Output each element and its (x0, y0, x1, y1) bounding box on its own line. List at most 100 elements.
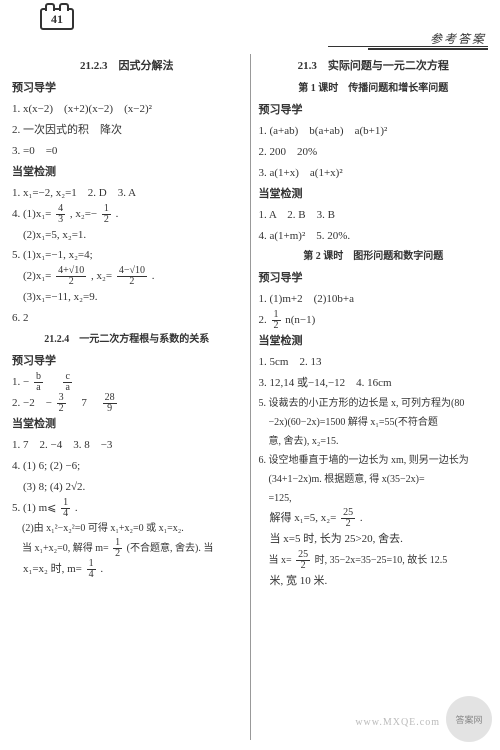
fraction: 12 (272, 310, 281, 331)
text-line: =125, (259, 489, 489, 508)
text: . (360, 512, 363, 524)
text-line: (34+1−2x)m. 根据题意, 得 x(35−2x)= (259, 470, 489, 489)
text-line: 1. (1)m+2 (2)10b+a (259, 289, 489, 310)
text-line: (3) 8; (4) 2√2. (12, 477, 242, 498)
text-line: 当 x= 252 时, 35−2x=35−25=10, 故长 12.5 (259, 550, 489, 571)
text (48, 376, 59, 388)
text-line: 2. 200 20% (259, 142, 489, 163)
fraction: 252 (341, 508, 355, 529)
page-number-tab: 41 (40, 8, 74, 30)
fraction: 12 (113, 538, 122, 559)
text-line: 1. (a+ab) b(a+ab) a(b+1)² (259, 121, 489, 142)
text-line: 3. a(1+x) a(1+x)² (259, 163, 489, 184)
text-line: (2)由 x₁²−x₂²=0 可得 x₁+x₂=0 或 x₁=x₂. (12, 519, 242, 538)
text: . (75, 502, 78, 514)
fraction: 14 (61, 498, 70, 519)
text-line: 解得 x₁=5, x₂= 252 . (259, 508, 489, 529)
text-line: 4. a(1+m)² 5. 20%. (259, 226, 489, 247)
heading: 预习导学 (259, 100, 489, 121)
header-rule (328, 46, 488, 47)
content-columns: 21.2.3 因式分解法 预习导学 1. x(x−2) (x+2)(x−2) (… (12, 54, 488, 740)
fraction: 4−√102 (117, 266, 147, 287)
text: (2)x₁= (12, 270, 51, 282)
text: 1. − (12, 376, 29, 388)
text: 时, 35−2x=35−25=10, 故长 12.5 (315, 555, 448, 566)
fraction: 4+√102 (56, 266, 86, 287)
text-line: 4. (1) 6; (2) −6; (12, 456, 242, 477)
text: 4. (1)x₁= (12, 208, 51, 220)
fraction: 252 (296, 550, 310, 571)
text-line: 1. x(x−2) (x+2)(x−2) (x−2)² (12, 99, 242, 120)
fraction: ca (63, 372, 71, 393)
text-line: 5. (1)x₁=−1, x₂=4; (12, 245, 242, 266)
text-line: (3)x₁=−11, x₂=9. (12, 287, 242, 308)
text: . (100, 563, 103, 575)
subtitle: 第 2 课时 图形问题和数字问题 (259, 246, 489, 268)
text-line: 6. 设空地垂直于墙的一边长为 xm, 则另一边长为 (259, 451, 489, 470)
text: , x₂=− (70, 208, 97, 220)
text: 解得 x₁=5, x₂= (259, 512, 337, 524)
heading: 预习导学 (259, 268, 489, 289)
heading: 当堂检测 (12, 414, 242, 435)
fraction: 43 (56, 204, 65, 225)
text: 当 x₁+x₂=0, 解得 m= (12, 542, 109, 553)
text-line: 2. 12 n(n−1) (259, 310, 489, 331)
text-line: −2x)(60−2x)=1500 解得 x₁=55(不符合题 (259, 413, 489, 432)
text-line: 2. −2 − 32 7 289 (12, 393, 242, 414)
text: 2. (259, 314, 270, 326)
text-line: 1. 7 2. −4 3. 8 −3 (12, 435, 242, 456)
heading: 预习导学 (12, 78, 242, 99)
text-line: (2)x₁=5, x₂=1. (12, 225, 242, 246)
subtitle: 第 1 课时 传播问题和增长率问题 (259, 78, 489, 100)
watermark-label: 答案网 (455, 713, 482, 726)
text: (不合题意, 舍去). 当 (127, 542, 214, 553)
text-line: 当 x=5 时, 长为 25>20, 舍去. (259, 529, 489, 550)
text-line: 5. 设裁去的小正方形的边长是 x, 可列方程为(80 (259, 394, 489, 413)
fraction: ba (34, 372, 43, 393)
column-divider (250, 54, 251, 740)
left-column: 21.2.3 因式分解法 预习导学 1. x(x−2) (x+2)(x−2) (… (12, 54, 242, 740)
text-line: 2. 一次因式的积 降次 (12, 120, 242, 141)
text: 当 x= (259, 555, 292, 566)
text-line: (2)x₁= 4+√102 , x₂= 4−√102 . (12, 266, 242, 287)
text-line: 意, 舍去), x₂=15. (259, 432, 489, 451)
text: 7 (70, 397, 98, 409)
heading: 当堂检测 (259, 331, 489, 352)
text-line: 3. =0 =0 (12, 141, 242, 162)
section-title: 21.2.3 因式分解法 (12, 54, 242, 78)
watermark-icon: 答案网 (446, 696, 492, 742)
text-line: 1. − ba ca (12, 372, 242, 393)
fraction: 32 (57, 393, 66, 414)
watermark-url: www.MXQE.com (355, 717, 440, 728)
fraction: 12 (102, 204, 111, 225)
text-line: 1. A 2. B 3. B (259, 205, 489, 226)
text-line: 米, 宽 10 米. (259, 571, 489, 592)
page: 41 参考答案 21.2.3 因式分解法 预习导学 1. x(x−2) (x+2… (0, 0, 500, 750)
text-line: 4. (1)x₁= 43 , x₂=− 12 . (12, 204, 242, 225)
fraction: 289 (103, 393, 117, 414)
header-title: 参考答案 (430, 30, 486, 47)
fraction: 14 (87, 559, 96, 580)
heading: 当堂检测 (12, 162, 242, 183)
text-line: 5. (1) m⩽ 14 . (12, 498, 242, 519)
text: 5. (1) m⩽ (12, 502, 56, 514)
right-column: 21.3 实际问题与一元二次方程 第 1 课时 传播问题和增长率问题 预习导学 … (259, 54, 489, 740)
text: . (116, 208, 119, 220)
text: n(n−1) (285, 314, 315, 326)
heading: 当堂检测 (259, 184, 489, 205)
text-line: 1. 5cm 2. 13 (259, 352, 489, 373)
text: . (152, 270, 155, 282)
heading: 预习导学 (12, 351, 242, 372)
header-rule-thick (368, 48, 488, 50)
text: , x₂= (91, 270, 112, 282)
text: x₁=x₂ 时, m= (12, 563, 82, 575)
text-line: x₁=x₂ 时, m= 14 . (12, 559, 242, 580)
text-line: 1. x₁=−2, x₂=1 2. D 3. A (12, 183, 242, 204)
text: 2. −2 − (12, 397, 52, 409)
section-title: 21.2.4 一元二次方程根与系数的关系 (12, 329, 242, 351)
text-line: 当 x₁+x₂=0, 解得 m= 12 (不合题意, 舍去). 当 (12, 538, 242, 559)
text-line: 6. 2 (12, 308, 242, 329)
page-number: 41 (51, 12, 63, 27)
text-line: 3. 12,14 或−14,−12 4. 16cm (259, 373, 489, 394)
section-title: 21.3 实际问题与一元二次方程 (259, 54, 489, 78)
